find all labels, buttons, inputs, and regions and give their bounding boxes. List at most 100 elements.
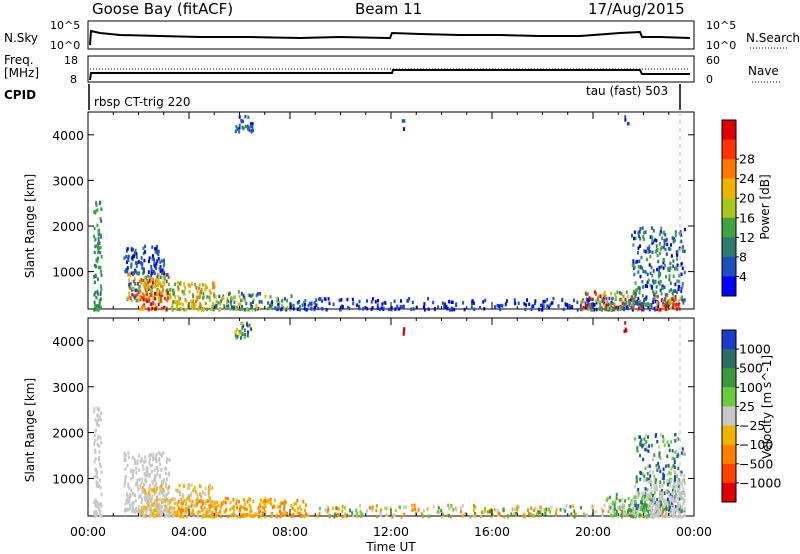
power-cell bbox=[249, 122, 252, 126]
velocity-cell bbox=[159, 487, 162, 492]
power-cell bbox=[247, 127, 249, 131]
power-cell bbox=[540, 308, 543, 312]
velocity-cell bbox=[244, 502, 247, 506]
power-cell bbox=[283, 297, 286, 301]
power-cell bbox=[661, 299, 664, 303]
velocity-cell bbox=[168, 471, 171, 475]
velocity-cell bbox=[150, 497, 153, 502]
power-cell bbox=[669, 261, 672, 266]
velocity-cell bbox=[530, 506, 533, 511]
power-cell bbox=[525, 303, 527, 307]
date-title: 17/Aug/2015 bbox=[588, 0, 685, 18]
power-cell bbox=[499, 307, 502, 312]
power-cell bbox=[680, 261, 683, 266]
power-cell bbox=[161, 284, 164, 289]
power-cell bbox=[131, 286, 134, 290]
power-cell bbox=[657, 272, 660, 276]
velocity-cell bbox=[219, 510, 222, 514]
velocity-cell bbox=[663, 498, 666, 502]
velocity-cell bbox=[148, 486, 151, 490]
power-cell bbox=[628, 303, 631, 307]
power-cell bbox=[131, 292, 134, 297]
power-cell bbox=[130, 298, 133, 303]
power-cell bbox=[147, 307, 150, 312]
power-cell bbox=[655, 244, 658, 248]
power-cell bbox=[135, 298, 138, 303]
velocity-cell bbox=[207, 494, 210, 498]
velocity-cell bbox=[139, 483, 142, 488]
velocity-cell bbox=[209, 502, 212, 506]
power-cell bbox=[175, 299, 178, 304]
velocity-cell bbox=[168, 485, 170, 490]
power-cell bbox=[317, 306, 320, 311]
velocity-cell bbox=[293, 502, 296, 506]
power-cell bbox=[630, 303, 633, 307]
velocity-cell bbox=[265, 499, 268, 504]
power-cell bbox=[194, 305, 196, 310]
velocity-cell bbox=[149, 463, 152, 468]
power-cells bbox=[93, 114, 686, 312]
power-cell bbox=[462, 301, 465, 305]
velocity-cell bbox=[166, 487, 169, 491]
velocity-cell bbox=[674, 489, 677, 493]
power-cell bbox=[627, 122, 630, 126]
velocity-cell bbox=[639, 443, 642, 447]
velocity-cell bbox=[496, 509, 499, 513]
velocity-cell bbox=[246, 500, 249, 504]
power-cell bbox=[93, 300, 96, 305]
velocity-cell bbox=[670, 511, 673, 515]
velocity-cell bbox=[659, 456, 662, 460]
power-cell bbox=[204, 301, 207, 306]
power-cell bbox=[665, 275, 667, 279]
power-cell bbox=[254, 307, 257, 312]
velocity-cell bbox=[647, 506, 650, 511]
velocity-cell bbox=[643, 437, 646, 441]
velocity-cell bbox=[166, 492, 168, 497]
velocity-cell bbox=[329, 514, 332, 519]
velocity-cell bbox=[661, 435, 664, 439]
power-cell bbox=[427, 296, 429, 301]
power-cell bbox=[100, 255, 103, 259]
velocity-cell bbox=[132, 507, 135, 512]
velocity-cell bbox=[653, 495, 656, 500]
power-cell bbox=[206, 295, 209, 299]
velocity-cell bbox=[643, 503, 646, 507]
velocity-cell bbox=[640, 438, 643, 442]
velocity-cell bbox=[657, 503, 660, 507]
velocity-cell bbox=[155, 466, 158, 470]
power-cell bbox=[639, 227, 642, 231]
power-cell bbox=[174, 301, 177, 305]
power-cell bbox=[130, 248, 133, 252]
power-colorbar-swatch bbox=[722, 178, 736, 199]
power-cell bbox=[504, 303, 507, 307]
velocity-cell bbox=[658, 451, 661, 455]
power-cell bbox=[164, 296, 166, 301]
power-cell bbox=[241, 298, 244, 302]
velocity-cell bbox=[234, 513, 236, 518]
power-cell bbox=[652, 269, 655, 273]
power-cell bbox=[564, 303, 567, 307]
velocity-cell bbox=[645, 440, 648, 444]
velocity-cell bbox=[277, 505, 279, 509]
power-cell bbox=[133, 251, 136, 255]
velocity-cell bbox=[151, 488, 154, 493]
power-cell bbox=[659, 288, 662, 293]
power-cell bbox=[479, 306, 481, 310]
velocity-cell bbox=[224, 510, 227, 514]
velocity-cell bbox=[199, 510, 202, 514]
power-cell bbox=[653, 297, 656, 301]
velocity-cell bbox=[673, 511, 676, 515]
velocity-cell bbox=[144, 478, 147, 482]
time-tick-label: 00:00 bbox=[70, 524, 106, 539]
power-cell bbox=[243, 308, 246, 312]
velocity-cell bbox=[286, 512, 288, 516]
velocity-cell bbox=[123, 453, 126, 458]
power-cell bbox=[646, 272, 649, 277]
velocity-cell bbox=[436, 510, 439, 514]
velocity-cell bbox=[643, 496, 646, 500]
velocity-cell bbox=[144, 514, 147, 519]
power-cell bbox=[231, 296, 234, 301]
velocity-cell bbox=[154, 473, 157, 478]
velocity-cell bbox=[97, 418, 100, 422]
